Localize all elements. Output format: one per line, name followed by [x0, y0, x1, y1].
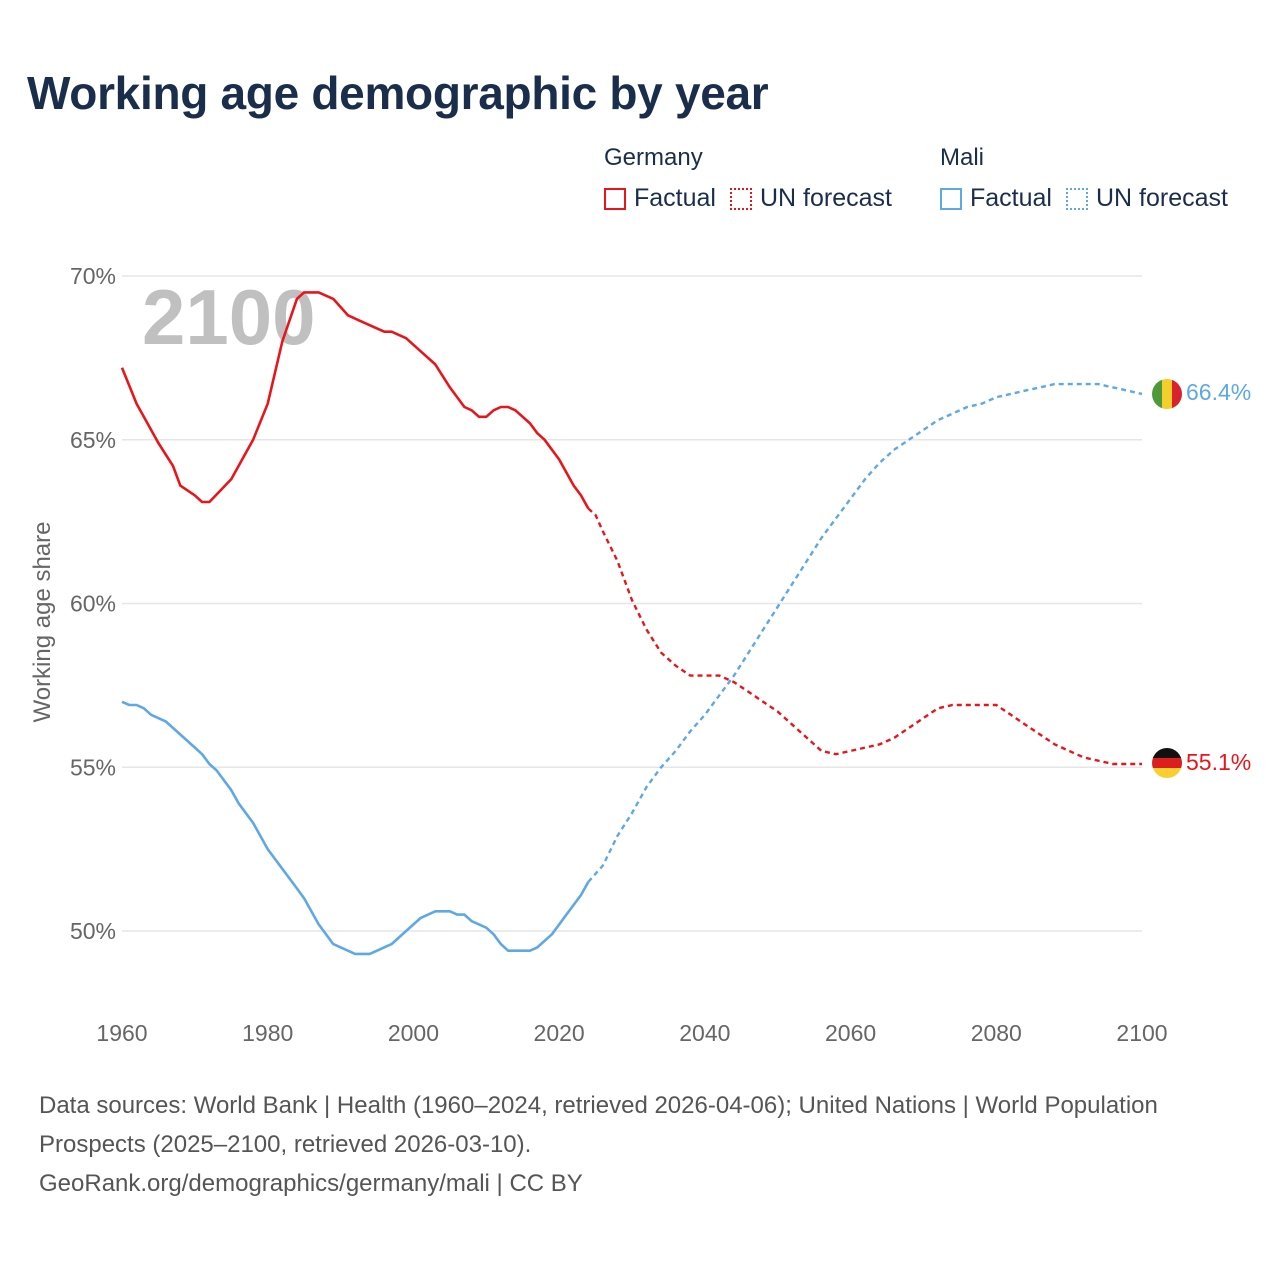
x-tick-label: 2040 [679, 1020, 730, 1046]
x-tick-label: 2060 [825, 1020, 876, 1046]
legend-item-germany-factual[interactable]: Factual [604, 184, 716, 213]
series-lines [120, 291, 1143, 956]
germany-forecast-line [587, 507, 1142, 766]
legend-country-germany: Germany [604, 144, 703, 171]
year-overlay: 2100 [142, 273, 316, 361]
mali-end-label: 66.4% [1186, 379, 1251, 405]
x-axis: 1960 1980 2000 2020 2040 2060 2080 2100 [96, 1020, 1167, 1046]
chart-title: Working age demographic by year [27, 67, 769, 119]
x-tick-label: 2100 [1116, 1020, 1167, 1046]
y-tick-label: 50% [70, 918, 116, 944]
y-tick-label: 70% [70, 263, 116, 289]
y-tick-label: 55% [70, 754, 116, 780]
legend-label: Factual [634, 184, 716, 212]
legend-item-mali-forecast[interactable]: UN forecast [1065, 184, 1228, 213]
legend-label: Factual [970, 184, 1052, 212]
y-axis: 50% 55% 60% 65% 70% [70, 263, 116, 944]
legend-mali: Mali Factual UN forecast [940, 144, 1242, 213]
x-tick-label: 2000 [388, 1020, 439, 1046]
mali-flag-icon [1152, 379, 1182, 409]
mali-forecast-line [587, 382, 1143, 883]
footer-sources: Data sources: World Bank | Health (1960–… [39, 1092, 1158, 1158]
gridlines [122, 275, 1142, 932]
legend-swatch-solid-icon [940, 187, 962, 210]
germany-flag-icon [1152, 748, 1182, 778]
y-tick-label: 60% [70, 591, 116, 617]
legend-swatch-solid-icon [604, 187, 626, 210]
y-axis-label: Working age share [29, 522, 56, 723]
legend-label: UN forecast [759, 184, 892, 212]
footer-credit: GeoRank.org/demographics/germany/mali | … [39, 1170, 583, 1197]
germany-end-label: 55.1% [1186, 749, 1251, 775]
x-tick-label: 1980 [242, 1020, 293, 1046]
legend-label: UN forecast [1095, 184, 1228, 212]
legend-country-mali: Mali [940, 144, 985, 171]
legend-germany: Germany Factual UN forecast [604, 144, 906, 213]
legend-swatch-dotted-icon [1065, 187, 1088, 210]
x-tick-label: 2080 [971, 1020, 1022, 1046]
x-tick-label: 1960 [96, 1020, 147, 1046]
x-tick-label: 2020 [534, 1020, 585, 1046]
legend-item-germany-forecast[interactable]: UN forecast [729, 184, 892, 213]
legend-swatch-dotted-icon [729, 187, 752, 210]
germany-factual-line [120, 291, 590, 510]
y-tick-label: 65% [70, 427, 116, 453]
mali-factual-line [121, 700, 590, 956]
legend-item-mali-factual[interactable]: Factual [940, 184, 1052, 213]
footer: Data sources: World Bank | Health (1960–… [39, 1086, 1199, 1203]
